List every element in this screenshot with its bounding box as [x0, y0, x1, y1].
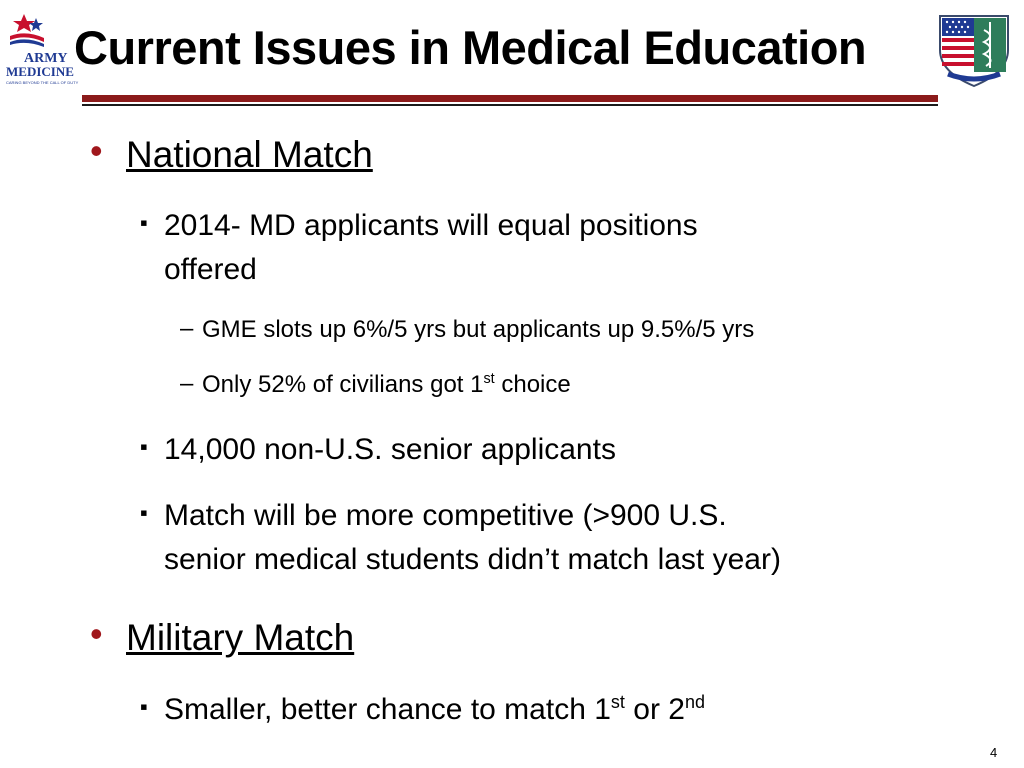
- title-rule-red: [82, 95, 938, 102]
- bullet-square: ▪: [140, 500, 148, 525]
- item-applicants-equal-line2: offered: [164, 253, 257, 286]
- item-match-competitive-line1: Match will be more competitive (>900 U.S…: [164, 499, 727, 532]
- logo-text-army: ARMY: [24, 51, 68, 66]
- bullet-dash: –: [180, 315, 194, 342]
- item-non-us-applicants: 14,000 non-U.S. senior applicants: [164, 433, 616, 466]
- bullet-dot: •: [90, 613, 103, 654]
- logo-text-medicine: MEDICINE: [6, 64, 74, 79]
- slide-title: Current Issues in Medical Education: [74, 21, 867, 74]
- bullet-dash: –: [180, 370, 194, 397]
- item-applicants-equal-line1: 2014- MD applicants will equal positions: [164, 209, 698, 242]
- bullet-square: ▪: [140, 210, 148, 235]
- bullet-square: ▪: [140, 694, 148, 719]
- logo-tagline: CARING BEYOND THE CALL OF DUTY: [6, 80, 79, 85]
- army-medicine-logo: ARMY MEDICINE CARING BEYOND THE CALL OF …: [6, 14, 79, 85]
- shield-crest-icon: [939, 15, 1009, 88]
- heading-national-match: National Match: [126, 134, 373, 175]
- page-number: 4: [990, 745, 998, 760]
- item-better-chance: Smaller, better chance to match 1st or 2…: [164, 692, 705, 726]
- bullet-square: ▪: [140, 434, 148, 459]
- subitem-gme-slots: GME slots up 6%/5 yrs but applicants up …: [202, 316, 755, 343]
- title-rule-dark: [82, 104, 938, 106]
- bullet-dot: •: [90, 130, 103, 171]
- heading-military-match: Military Match: [126, 617, 355, 658]
- item-match-competitive-line2: senior medical students didn’t match las…: [164, 543, 781, 576]
- subitem-civilians-first-choice: Only 52% of civilians got 1st choice: [202, 371, 571, 398]
